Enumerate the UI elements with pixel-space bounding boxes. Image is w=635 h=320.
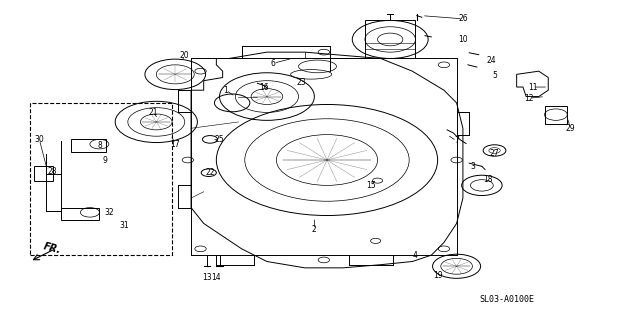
Text: 23: 23 [297, 78, 307, 87]
Bar [62, 208, 100, 220]
Bar [30, 103, 172, 255]
Text: 14: 14 [211, 273, 221, 282]
Text: 29: 29 [566, 124, 575, 133]
Text: 6: 6 [271, 59, 276, 68]
Text: 8: 8 [97, 141, 102, 150]
Text: 11: 11 [528, 83, 537, 92]
Text: 2: 2 [312, 225, 317, 234]
Text: 30: 30 [34, 135, 44, 144]
Text: 7: 7 [454, 136, 459, 146]
Text: 15: 15 [366, 181, 376, 190]
Text: 26: 26 [458, 14, 468, 23]
Text: 22: 22 [205, 168, 215, 177]
Text: SL03-A0100E: SL03-A0100E [479, 295, 535, 304]
Text: 18: 18 [483, 174, 493, 184]
Bar [365, 20, 415, 59]
Text: 24: 24 [486, 56, 496, 65]
Text: FR.: FR. [42, 242, 62, 256]
Text: 12: 12 [525, 94, 534, 103]
Bar [71, 140, 105, 152]
Text: 17: 17 [170, 140, 180, 148]
Text: 25: 25 [215, 135, 224, 144]
Text: 4: 4 [413, 251, 418, 260]
Bar [34, 166, 53, 180]
Bar [545, 106, 567, 124]
Text: 20: 20 [180, 51, 189, 60]
Text: 13: 13 [202, 273, 211, 282]
Text: 27: 27 [490, 149, 499, 158]
Text: 21: 21 [149, 108, 158, 117]
Text: 31: 31 [120, 220, 130, 229]
Text: 10: 10 [458, 35, 468, 44]
Text: 19: 19 [433, 271, 443, 280]
Text: 16: 16 [259, 83, 269, 92]
Text: 3: 3 [470, 162, 475, 171]
Text: 9: 9 [102, 156, 107, 164]
Text: 32: 32 [104, 208, 114, 217]
Text: 5: 5 [492, 71, 497, 80]
Text: 28: 28 [47, 167, 57, 176]
Text: 1: 1 [224, 86, 228, 95]
